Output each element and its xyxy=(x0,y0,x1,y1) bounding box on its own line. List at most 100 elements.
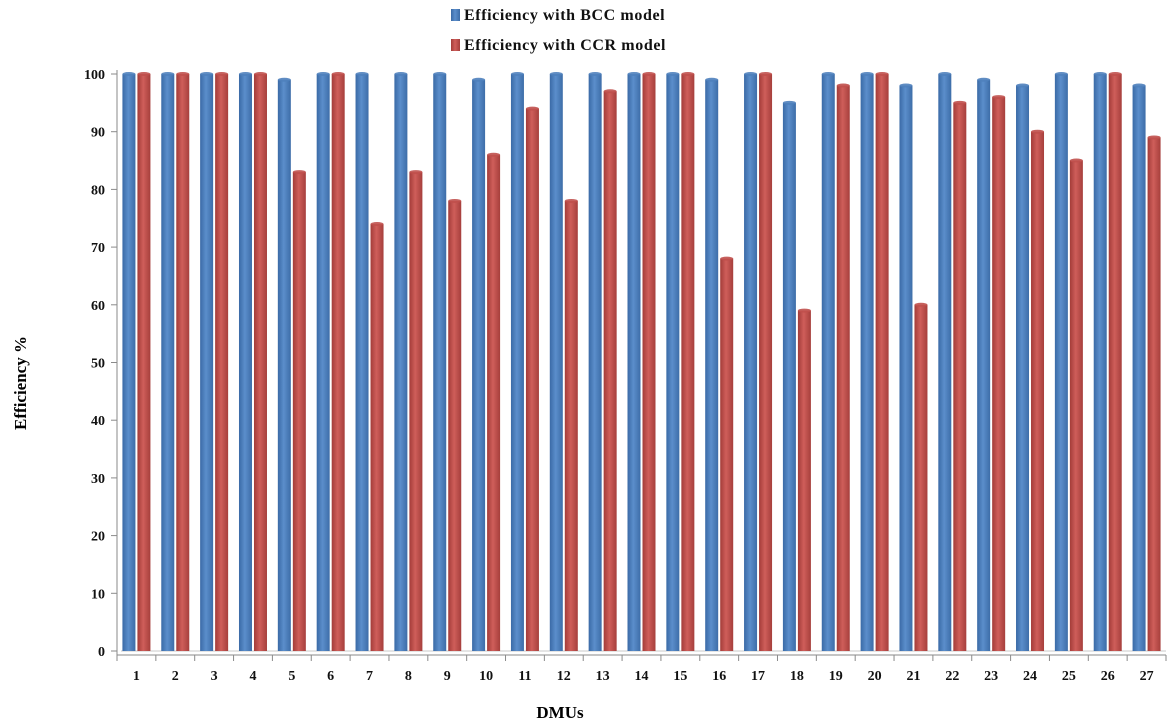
x-tick-label: 16 xyxy=(712,669,726,684)
legend-swatch xyxy=(451,9,460,21)
x-tick-label: 26 xyxy=(1101,669,1115,684)
bar-bcc xyxy=(394,72,408,651)
y-tick-label: 40 xyxy=(91,414,105,429)
bar-ccr xyxy=(914,302,928,651)
legend-item: Efficiency with CCR model xyxy=(451,37,666,54)
bar-ccr xyxy=(1108,72,1122,651)
x-tick-label: 13 xyxy=(596,669,610,684)
x-axis-title: DMUs xyxy=(536,703,584,722)
x-tick-label: 17 xyxy=(751,669,765,684)
x-tick-label: 3 xyxy=(211,669,218,684)
bar-ccr xyxy=(1069,158,1083,652)
x-tick-label: 1 xyxy=(133,669,140,684)
legend-label: Efficiency with BCC model xyxy=(464,7,665,24)
bar-bcc xyxy=(588,72,602,651)
bar-ccr xyxy=(487,152,501,651)
y-tick-label: 10 xyxy=(91,587,105,602)
bar-ccr xyxy=(331,72,345,651)
bar-bcc xyxy=(238,72,252,651)
bar-bcc xyxy=(510,72,524,651)
y-axis-title: Efficiency % xyxy=(11,336,30,430)
x-tick-label: 10 xyxy=(479,669,493,684)
bar-bcc xyxy=(1016,83,1030,652)
x-tick-label: 24 xyxy=(1023,669,1037,684)
bar-ccr xyxy=(137,72,151,651)
y-tick-label: 50 xyxy=(91,357,105,372)
legend-item: Efficiency with BCC model xyxy=(451,7,665,24)
bar-bcc xyxy=(860,72,874,651)
x-tick-label: 15 xyxy=(673,669,687,684)
bar-ccr xyxy=(797,308,811,651)
y-tick-label: 100 xyxy=(84,68,105,83)
y-tick-label: 80 xyxy=(91,183,105,198)
x-tick-label: 27 xyxy=(1140,669,1154,684)
bar-bcc xyxy=(200,72,214,651)
bar-ccr xyxy=(759,72,773,651)
bars xyxy=(122,72,1161,652)
bar-bcc xyxy=(627,72,641,651)
x-tick-label: 12 xyxy=(557,669,571,684)
bar-bcc xyxy=(433,72,447,651)
bar-ccr xyxy=(564,198,578,651)
bar-ccr xyxy=(836,83,850,652)
bar-ccr xyxy=(681,72,695,651)
bar-bcc xyxy=(1054,72,1068,651)
bar-ccr xyxy=(448,198,462,651)
x-axis: 1 2 3 4 5 6 7 8 9 10 11 12 13 14 15 16 17 18 19 20 21 22 23 24 2… xyxy=(116,650,1167,684)
x-tick-label: 20 xyxy=(868,669,882,684)
y-axis: 0 10 20 30 40 50 60 70 80 90 100 xyxy=(84,68,118,660)
bar-bcc xyxy=(666,72,680,651)
bar-bcc xyxy=(977,77,991,651)
bar-bcc xyxy=(744,72,758,651)
x-tick-label: 18 xyxy=(790,669,804,684)
bar-ccr xyxy=(720,256,734,651)
bar-ccr xyxy=(603,89,617,651)
bar-bcc xyxy=(549,72,563,651)
bar-bcc xyxy=(472,77,486,651)
x-tick-label: 14 xyxy=(635,669,649,684)
x-tick-label: 9 xyxy=(444,669,451,684)
bar-ccr xyxy=(525,106,539,652)
bar-ccr xyxy=(292,170,306,651)
x-tick-label: 21 xyxy=(906,669,920,684)
x-tick-label: 23 xyxy=(984,669,998,684)
x-tick-label: 22 xyxy=(945,669,959,684)
bar-bcc xyxy=(705,77,719,651)
bar-ccr xyxy=(1031,129,1045,651)
bar-ccr xyxy=(215,72,229,651)
bar-bcc xyxy=(161,72,175,651)
bar-ccr xyxy=(642,72,656,651)
y-tick-label: 0 xyxy=(98,645,105,660)
bar-bcc xyxy=(821,72,835,651)
bar-bcc xyxy=(899,83,913,652)
y-tick-label: 20 xyxy=(91,530,105,545)
bar-ccr xyxy=(176,72,190,651)
bar-bcc xyxy=(316,72,330,651)
bar-bcc xyxy=(277,77,291,651)
y-tick-label: 60 xyxy=(91,299,105,314)
bar-ccr xyxy=(253,72,267,651)
bar-bcc xyxy=(938,72,952,651)
bar-bcc xyxy=(1093,72,1107,651)
x-tick-label: 4 xyxy=(249,669,256,684)
x-tick-label: 5 xyxy=(288,669,295,684)
y-tick-label: 30 xyxy=(91,472,105,487)
x-tick-label: 11 xyxy=(518,669,531,684)
y-tick-label: 90 xyxy=(91,126,105,141)
bar-ccr xyxy=(953,100,967,652)
legend: Efficiency with BCC model Efficiency with… xyxy=(451,7,666,54)
bar-ccr xyxy=(1147,135,1161,652)
legend-label: Efficiency with CCR model xyxy=(464,37,666,54)
bar-bcc xyxy=(782,100,796,652)
x-tick-label: 7 xyxy=(366,669,373,684)
x-tick-label: 25 xyxy=(1062,669,1076,684)
bar-ccr xyxy=(370,222,384,651)
y-tick-label: 70 xyxy=(91,241,105,256)
bar-ccr xyxy=(409,170,423,651)
x-tick-label: 2 xyxy=(172,669,179,684)
x-tick-label: 8 xyxy=(405,669,412,684)
bar-ccr xyxy=(992,95,1006,651)
legend-swatch xyxy=(451,39,460,51)
